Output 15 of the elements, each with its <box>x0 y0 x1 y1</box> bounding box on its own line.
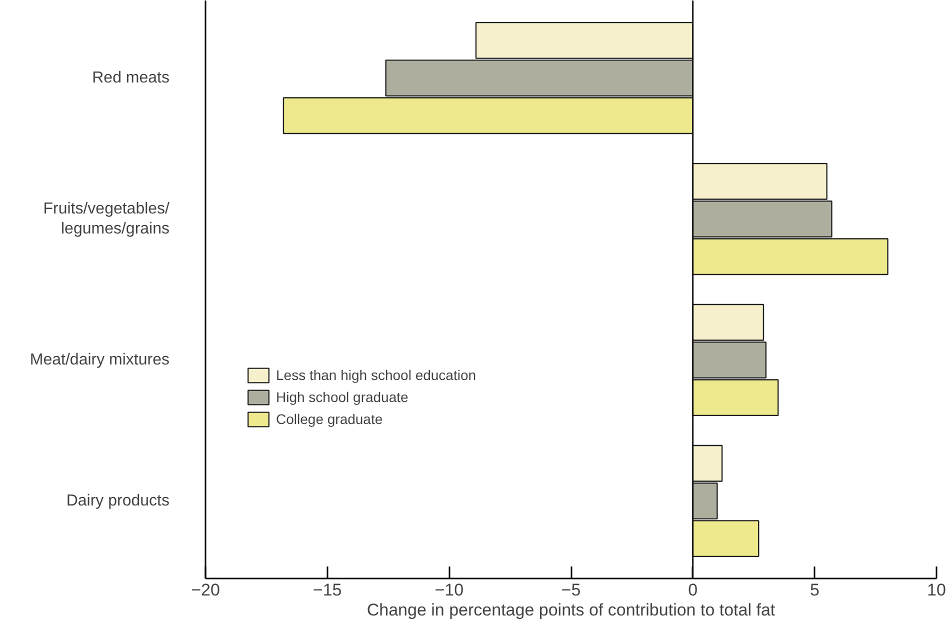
legend-label: Less than high school education <box>276 367 476 383</box>
x-tick-label: −5 <box>561 580 581 600</box>
legend-label: High school graduate <box>276 389 408 405</box>
x-tick-label: −15 <box>312 580 342 600</box>
x-tick-label: 0 <box>688 580 698 600</box>
x-tick-label: 10 <box>927 580 946 600</box>
y-tick-label: Meat/dairy mixtures <box>30 351 170 368</box>
x-tick-label: 5 <box>810 580 820 600</box>
y-tick-label: Dairy products <box>66 492 170 510</box>
x-tick-label: −10 <box>434 580 464 600</box>
x-tick-label: −20 <box>191 580 220 600</box>
y-tick-label: Red meats <box>92 70 170 87</box>
x-axis-title: Change in percentage points of contribution to total fat <box>366 600 776 620</box>
y-tick-label: Fruits/vegetables/ legumes/grains <box>43 200 170 238</box>
legend-label: College graduate <box>276 411 383 427</box>
